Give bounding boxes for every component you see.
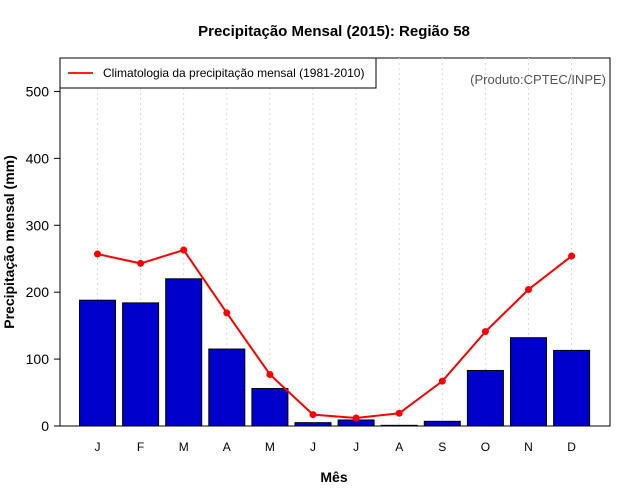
bar-7: [380, 424, 418, 427]
bar-9: [466, 369, 504, 427]
x-tick-label-4: M: [265, 440, 275, 454]
climatology-point-2: [180, 246, 188, 254]
climatology-line-series: [94, 246, 576, 422]
x-tick-label-1: F: [137, 440, 144, 454]
legend-box: [59, 57, 377, 89]
climatology-point-11: [568, 252, 576, 260]
y-axis-title: Precipitação mensal (mm): [1, 155, 17, 329]
y-axis: 0 100 200 300 400 500: [26, 83, 60, 434]
climatology-point-9: [481, 328, 489, 336]
bar-8: [423, 420, 461, 427]
bar-1: [122, 302, 160, 427]
bar-3: [208, 348, 246, 427]
x-tick-label-0: J: [95, 440, 101, 454]
climatology-point-3: [223, 309, 231, 317]
bar-11: [553, 349, 591, 427]
bar-0: [79, 299, 116, 427]
climatology-point-1: [137, 259, 145, 267]
x-tick-label-5: J: [310, 440, 316, 454]
climatology-point-7: [395, 409, 403, 417]
climatology-point-6: [352, 414, 360, 422]
x-tick-label-6: J: [353, 440, 359, 454]
x-tick-label-11: D: [567, 440, 576, 454]
climatology-point-8: [438, 377, 446, 385]
bar-5: [294, 422, 332, 427]
bar-4: [251, 388, 289, 427]
x-tick-label-8: S: [438, 440, 446, 454]
y-tick-label-500: 500: [26, 83, 50, 99]
climatology-point-4: [266, 370, 274, 378]
x-tick-label-9: O: [481, 440, 490, 454]
x-tick-label-3: A: [223, 440, 231, 454]
x-axis-title: Mês: [320, 469, 347, 485]
bar-10: [510, 337, 547, 427]
y-tick-label-200: 200: [26, 284, 50, 300]
y-tick-label-100: 100: [26, 351, 50, 367]
climatology-point-10: [525, 286, 532, 294]
climatology-point-0: [94, 250, 101, 258]
source-credit: (Produto:CPTEC/INPE): [470, 72, 606, 87]
legend-label: Climatologia da precipitação mensal (198…: [103, 66, 364, 80]
chart-title: Precipitação Mensal (2015): Região 58: [198, 23, 470, 40]
legend: Climatologia da precipitação mensal (198…: [59, 57, 377, 89]
y-tick-label-400: 400: [26, 150, 50, 166]
x-tick-label-7: A: [395, 440, 403, 454]
bar-2: [165, 278, 203, 427]
y-tick-label-300: 300: [26, 217, 50, 233]
climatology-point-5: [309, 411, 317, 419]
climatology-line: [97, 248, 573, 419]
x-tick-label-2: M: [179, 440, 189, 454]
x-tick-label-10: N: [524, 440, 533, 454]
y-tick-label-0: 0: [41, 418, 49, 434]
bar-series: [79, 278, 591, 427]
